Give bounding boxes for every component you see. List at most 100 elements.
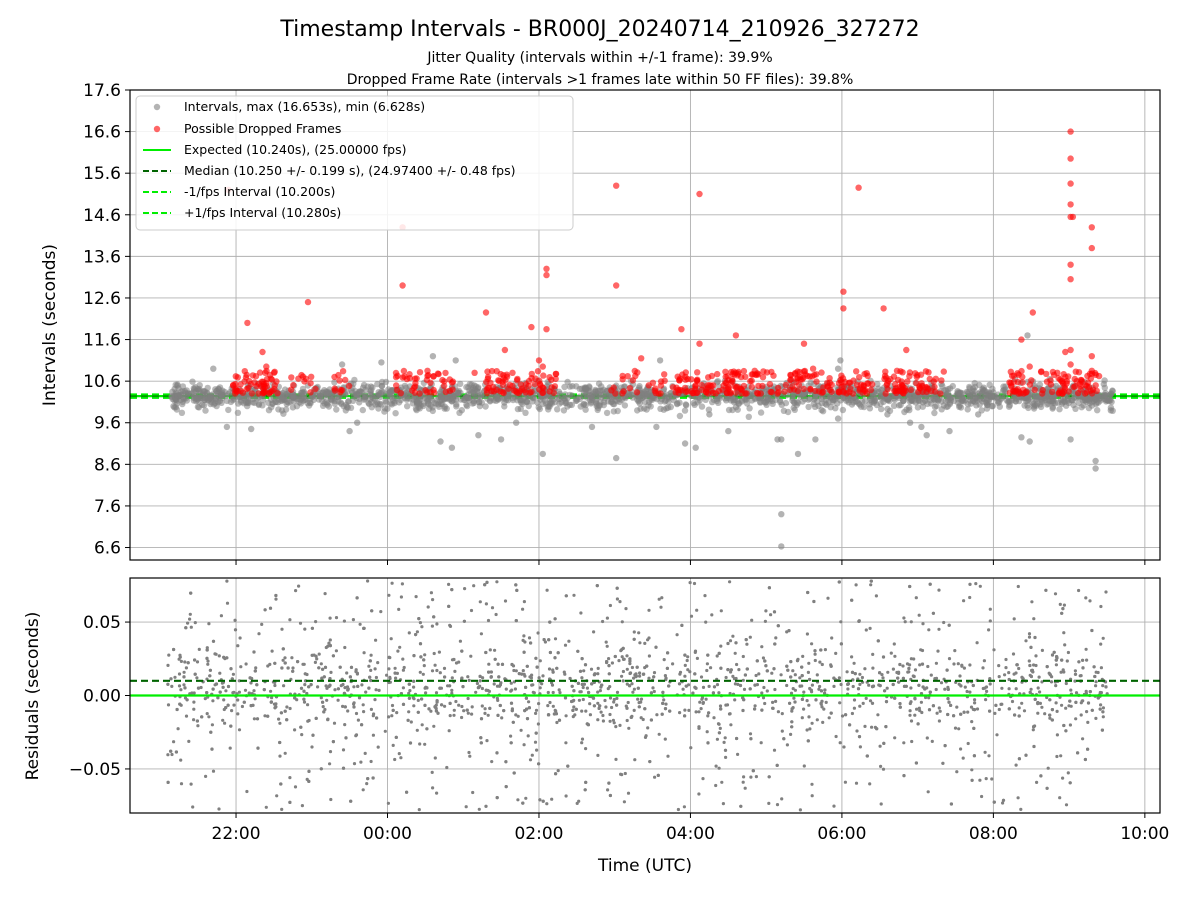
residual-point — [699, 707, 703, 711]
residual-point — [497, 675, 501, 679]
residual-point — [483, 707, 487, 711]
residual-point — [748, 732, 753, 736]
dropped-frame-point — [1008, 372, 1016, 380]
interval-point — [196, 382, 203, 389]
residual-point — [917, 613, 921, 617]
legend-label-median: Median (10.250 +/- 0.199 s), (24.97400 +… — [184, 163, 515, 178]
residual-point — [581, 685, 585, 690]
interval-point — [587, 400, 595, 407]
residual-point — [1076, 751, 1080, 755]
residual-point — [512, 668, 516, 673]
residual-point — [973, 698, 977, 702]
interval-point — [452, 357, 459, 364]
dropped-frame-point — [253, 383, 260, 390]
residual-point — [786, 668, 790, 672]
residuals-xtick-label: 06:00 — [817, 824, 866, 844]
residual-point — [492, 682, 496, 686]
residual-point — [214, 682, 219, 686]
residual-point — [393, 666, 397, 670]
residual-point — [608, 719, 612, 723]
dropped-frame-point — [1014, 378, 1022, 386]
residual-point — [185, 698, 189, 702]
residual-point — [309, 683, 313, 687]
residual-point — [1099, 666, 1103, 670]
residual-point — [179, 688, 183, 692]
residual-point — [1010, 699, 1015, 704]
residual-point — [1029, 687, 1033, 691]
residual-point — [688, 581, 692, 585]
dropped-frame-point — [748, 383, 756, 391]
residual-point — [1099, 604, 1103, 609]
dropped-frame-point — [698, 381, 705, 389]
residual-point — [972, 754, 977, 758]
interval-point — [706, 411, 713, 418]
residual-point — [1068, 699, 1072, 703]
residual-point — [199, 685, 203, 690]
intervals-axes-frame — [129, 89, 1161, 561]
residual-point — [327, 641, 331, 645]
residual-point — [666, 754, 670, 758]
residual-point — [294, 589, 298, 593]
residual-point — [1049, 680, 1054, 684]
residual-point — [483, 711, 487, 716]
residual-point — [884, 725, 888, 729]
dropped-frame-point — [860, 382, 867, 389]
dropped-frame-point — [710, 382, 717, 389]
residual-point — [412, 697, 416, 701]
residual-point — [586, 723, 591, 727]
interval-point — [312, 392, 319, 399]
residual-point — [643, 641, 647, 646]
interval-point — [588, 423, 596, 431]
dropped-frame-point — [290, 381, 297, 389]
interval-point — [1048, 397, 1055, 405]
residual-point — [805, 632, 810, 636]
residual-point — [457, 703, 461, 707]
residual-point — [563, 643, 568, 647]
residual-point — [655, 713, 659, 717]
residual-point — [930, 739, 934, 744]
residual-point — [462, 619, 466, 623]
residual-point — [367, 664, 371, 668]
interval-point — [647, 403, 654, 410]
residual-point — [1064, 706, 1068, 710]
residual-point — [863, 724, 867, 729]
residual-point — [440, 703, 444, 707]
residual-point — [448, 714, 452, 718]
residual-point — [635, 665, 639, 669]
residual-point — [1039, 774, 1043, 778]
residual-point — [639, 700, 643, 704]
residual-point — [362, 710, 366, 714]
residual-point — [999, 702, 1003, 707]
residual-point — [608, 793, 613, 798]
residual-point — [450, 688, 454, 693]
residual-point — [420, 723, 424, 727]
residual-point — [798, 684, 802, 688]
residual-point — [994, 703, 998, 708]
interval-point — [475, 388, 482, 396]
residual-point — [753, 704, 757, 708]
dropped-frame-point — [1081, 390, 1089, 397]
residual-point — [735, 736, 739, 741]
residual-point — [344, 736, 348, 740]
dropped-frame-point — [849, 390, 857, 397]
residual-point — [252, 717, 256, 721]
residual-point — [893, 654, 897, 658]
residual-point — [255, 683, 259, 687]
residual-point — [534, 711, 538, 716]
residual-point — [414, 595, 418, 599]
residual-point — [961, 756, 965, 760]
residual-point — [760, 645, 764, 649]
residual-point — [170, 752, 174, 757]
residual-point — [774, 699, 778, 704]
residual-point — [211, 769, 216, 773]
residual-point — [792, 696, 796, 700]
dropped-frame-point — [894, 387, 902, 394]
interval-point — [243, 398, 251, 406]
interval-point — [938, 398, 945, 405]
residual-point — [467, 678, 471, 683]
interval-point — [581, 384, 589, 391]
residuals-xtick-label: 22:00 — [212, 824, 261, 844]
intervals-y-axis-label: Intervals (seconds) — [40, 244, 60, 406]
residual-point — [412, 654, 416, 658]
